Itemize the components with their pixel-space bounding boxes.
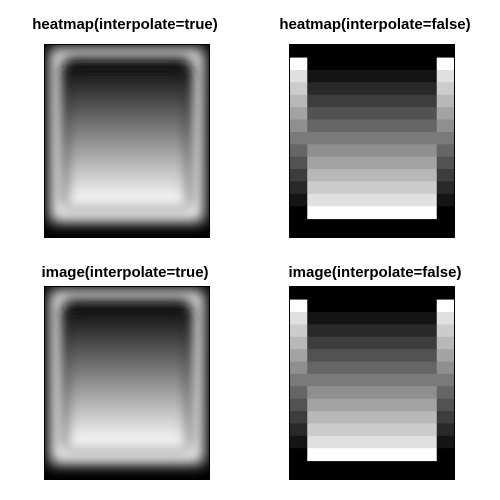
heatmap-cell [436,82,455,96]
heatmap-cell [289,361,308,375]
heatmap-cell [289,349,308,363]
heatmap-cell [289,193,308,207]
heatmap-cell [289,411,308,424]
heatmap-cell [307,311,438,325]
heatmap-cell [307,131,438,145]
heatmap-cell [307,361,438,375]
heatmap-cell [289,435,308,449]
heatmap-cell [289,119,308,133]
heatmap-cell [307,324,438,338]
heatmap-cell [307,82,438,96]
image-blocky-plot [289,286,455,480]
heatmap-cell [289,311,308,325]
heatmap-cell [436,57,455,71]
heatmap-cell [289,144,308,158]
heatmap-cell [436,169,455,182]
heatmap-cell [289,324,308,338]
heatmap-cell [289,206,308,220]
plot-border [289,286,455,480]
edge-glow [50,48,204,222]
edge-glow [50,290,204,464]
heatmap-cell [436,206,455,220]
heatmap-cell [436,94,455,108]
heatmap-cell [289,131,308,145]
heatmap-cell [307,107,438,121]
heatmap-cell [307,336,438,350]
heatmap-cell [436,144,455,158]
heatmap-cell [436,423,455,437]
heatmap-cell [289,299,308,313]
plot-border [289,44,455,238]
heatmap-cell [436,361,455,375]
heatmap-cell [307,181,438,195]
heatmap-cell [289,94,308,108]
heatmap-blocky-plot [289,44,455,238]
heatmap-cell [307,206,438,220]
heatmap-cell [436,386,455,400]
heatmap-cell [436,107,455,121]
heatmap-cell [307,193,438,207]
heatmap-cell [289,448,308,462]
heatmap-cell [307,69,438,83]
heatmap-cell [307,156,438,170]
heatmap-cell [289,386,308,400]
heatmap-cell [436,131,455,145]
heatmap-cell [436,336,455,350]
heatmap-cell [307,119,438,133]
heatmap-field [63,59,191,211]
heatmap-cell [289,69,308,83]
heatmap-cell [307,349,438,363]
image-interpolated-plot [44,286,210,480]
panel-title: image(interpolate=true) [41,264,209,281]
heatmap-cell [307,435,438,449]
heatmap-cell [307,169,438,182]
heatmap-cell [307,423,438,437]
heatmap-cell [436,311,455,325]
panel-title: image(interpolate=false) [288,264,462,281]
heatmap-cell [436,193,455,207]
heatmap-cell [436,448,455,462]
heatmap-cell [436,69,455,83]
heatmap-cell [307,411,438,424]
heatmap-cell [436,373,455,387]
heatmap-cell [436,349,455,363]
heatmap-cell [289,156,308,170]
heatmap-cell [436,435,455,449]
heatmap-field [63,301,191,453]
heatmap-cell [307,398,438,412]
heatmap-cell [289,82,308,96]
heatmap-cell [436,299,455,313]
heatmap-cell [307,299,438,313]
heatmap-cell [307,94,438,108]
heatmap-cell [307,373,438,387]
heatmap-cell [307,57,438,71]
heatmap-cell [289,181,308,195]
heatmap-cell [307,386,438,400]
plot-border [44,44,210,238]
panel-title: heatmap(interpolate=false) [279,16,471,33]
heatmap-cell [436,411,455,424]
heatmap-cell [307,144,438,158]
heatmap-cell [289,57,308,71]
heatmap-cell [307,448,438,462]
heatmap-cell [289,423,308,437]
heatmap-cell [436,119,455,133]
heatmap-cell [289,373,308,387]
heatmap-cell [436,156,455,170]
heatmap-cell [436,398,455,412]
heatmap-cell [289,336,308,350]
heatmap-cell [289,398,308,412]
heatmap-cell [289,107,308,121]
heatmap-interpolated-plot [44,44,210,238]
heatmap-cell [289,169,308,182]
heatmap-cell [436,181,455,195]
plot-border [44,286,210,480]
heatmap-cell [436,324,455,338]
panel-title: heatmap(interpolate=true) [32,16,218,33]
